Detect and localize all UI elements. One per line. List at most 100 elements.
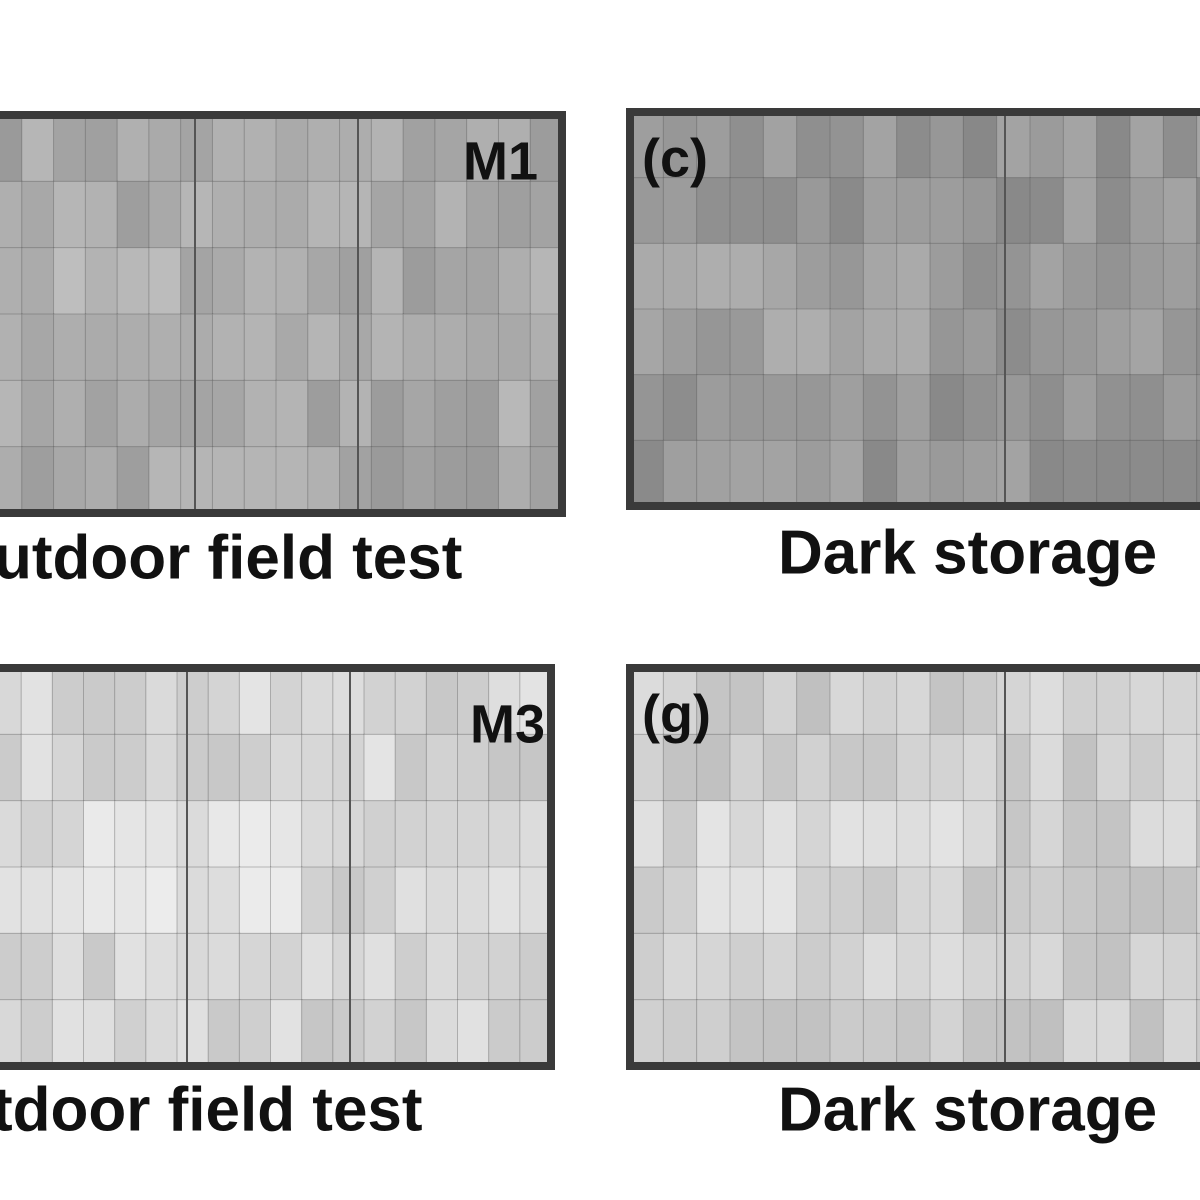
cell xyxy=(629,866,665,935)
cell xyxy=(243,247,278,316)
cell xyxy=(243,446,278,514)
cell xyxy=(1096,439,1131,508)
cell xyxy=(394,999,428,1068)
cell xyxy=(211,247,246,316)
cell xyxy=(696,932,732,1001)
cell xyxy=(301,932,334,1001)
cell xyxy=(0,180,23,249)
cell xyxy=(270,999,303,1068)
cell xyxy=(662,374,698,442)
cell xyxy=(796,800,832,869)
cell xyxy=(1129,374,1165,442)
cell xyxy=(176,800,210,869)
cell xyxy=(402,247,436,316)
cell xyxy=(370,247,405,316)
cell xyxy=(114,733,147,802)
cell xyxy=(238,667,272,736)
cell xyxy=(243,180,278,249)
cell xyxy=(662,439,698,508)
cell xyxy=(307,313,341,382)
cell xyxy=(275,114,309,183)
cell xyxy=(1029,374,1065,442)
cell xyxy=(996,374,1032,442)
cell xyxy=(796,439,832,508)
cell xyxy=(862,242,898,310)
cell xyxy=(896,374,932,442)
cell xyxy=(829,733,865,802)
cell xyxy=(796,308,832,376)
cell xyxy=(370,180,405,249)
cell xyxy=(0,999,23,1068)
cell xyxy=(148,114,182,183)
cell xyxy=(696,439,732,508)
cell xyxy=(962,439,998,508)
cell xyxy=(696,999,732,1068)
cell xyxy=(896,242,932,310)
cell xyxy=(896,439,932,508)
cell xyxy=(275,313,309,382)
cell xyxy=(662,866,698,935)
cell xyxy=(84,313,119,382)
cell xyxy=(529,379,564,448)
cell xyxy=(53,180,87,249)
cell xyxy=(796,932,832,1001)
cell xyxy=(696,374,732,442)
cell xyxy=(1129,866,1165,935)
cell xyxy=(402,446,436,514)
cell xyxy=(862,999,898,1068)
cell xyxy=(457,999,490,1068)
cell xyxy=(996,733,1032,802)
cell xyxy=(929,308,965,376)
cell xyxy=(829,932,865,1001)
cell xyxy=(114,667,147,736)
cell xyxy=(962,111,998,179)
cell xyxy=(497,446,532,514)
cell xyxy=(83,733,116,802)
cell xyxy=(211,114,246,183)
cell xyxy=(1162,177,1198,245)
cell xyxy=(662,308,698,376)
cell xyxy=(238,932,272,1001)
cell xyxy=(1196,242,1200,310)
cell xyxy=(1096,999,1131,1068)
cell xyxy=(1196,866,1200,935)
cell xyxy=(896,667,932,736)
cell xyxy=(207,733,241,802)
cell xyxy=(116,379,150,448)
cell xyxy=(729,177,765,245)
cell xyxy=(1062,308,1098,376)
cell xyxy=(796,866,832,935)
cell xyxy=(696,733,732,802)
cell xyxy=(307,446,341,514)
cell xyxy=(488,866,521,935)
cell xyxy=(962,999,998,1068)
cell xyxy=(466,114,500,183)
cell xyxy=(20,866,54,935)
cell xyxy=(729,866,765,935)
cell xyxy=(425,866,459,935)
cell xyxy=(829,667,865,736)
cell xyxy=(996,999,1032,1068)
cell xyxy=(116,313,150,382)
cell xyxy=(21,114,55,183)
cell xyxy=(1062,800,1098,869)
cell xyxy=(829,308,865,376)
cell xyxy=(829,800,865,869)
cell xyxy=(1196,177,1200,245)
cell xyxy=(1029,177,1065,245)
cell xyxy=(53,379,87,448)
cell xyxy=(762,667,798,736)
cell xyxy=(148,446,182,514)
cell xyxy=(51,800,85,869)
cell xyxy=(488,932,521,1001)
cell xyxy=(394,932,428,1001)
cell xyxy=(1129,308,1165,376)
cell xyxy=(497,379,532,448)
cell xyxy=(207,800,241,869)
cell xyxy=(488,800,521,869)
cell xyxy=(962,866,998,935)
cell xyxy=(145,932,178,1001)
cell xyxy=(829,111,865,179)
panel-caption: tdoor field test xyxy=(0,1075,423,1144)
cell xyxy=(176,932,210,1001)
